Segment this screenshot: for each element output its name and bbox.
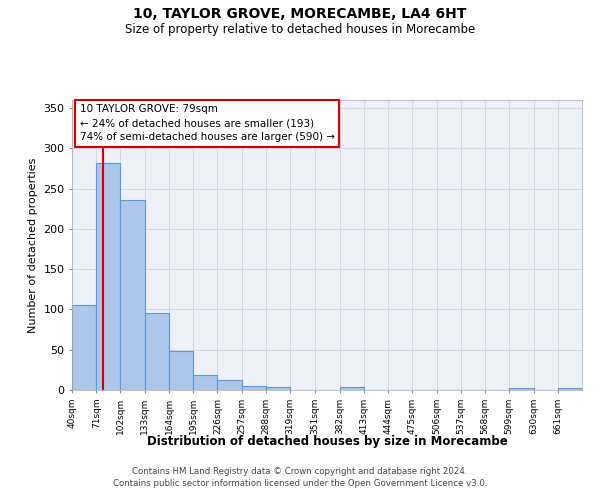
Bar bbox=[340, 387, 364, 390]
Text: Distribution of detached houses by size in Morecambe: Distribution of detached houses by size … bbox=[146, 435, 508, 448]
Bar bbox=[217, 380, 242, 390]
Bar bbox=[145, 314, 169, 390]
Bar bbox=[72, 304, 96, 390]
Bar bbox=[558, 388, 582, 390]
Bar bbox=[266, 387, 290, 390]
Y-axis label: Number of detached properties: Number of detached properties bbox=[28, 158, 38, 332]
Text: 10, TAYLOR GROVE, MORECAMBE, LA4 6HT: 10, TAYLOR GROVE, MORECAMBE, LA4 6HT bbox=[133, 8, 467, 22]
Text: Contains HM Land Registry data © Crown copyright and database right 2024.: Contains HM Land Registry data © Crown c… bbox=[132, 468, 468, 476]
Bar bbox=[242, 386, 266, 390]
Bar bbox=[169, 352, 193, 390]
Text: Size of property relative to detached houses in Morecambe: Size of property relative to detached ho… bbox=[125, 22, 475, 36]
Text: Contains public sector information licensed under the Open Government Licence v3: Contains public sector information licen… bbox=[113, 479, 487, 488]
Text: 10 TAYLOR GROVE: 79sqm
← 24% of detached houses are smaller (193)
74% of semi-de: 10 TAYLOR GROVE: 79sqm ← 24% of detached… bbox=[80, 104, 335, 142]
Bar bbox=[509, 388, 533, 390]
Bar bbox=[193, 374, 217, 390]
Bar bbox=[121, 200, 145, 390]
Bar bbox=[96, 163, 121, 390]
